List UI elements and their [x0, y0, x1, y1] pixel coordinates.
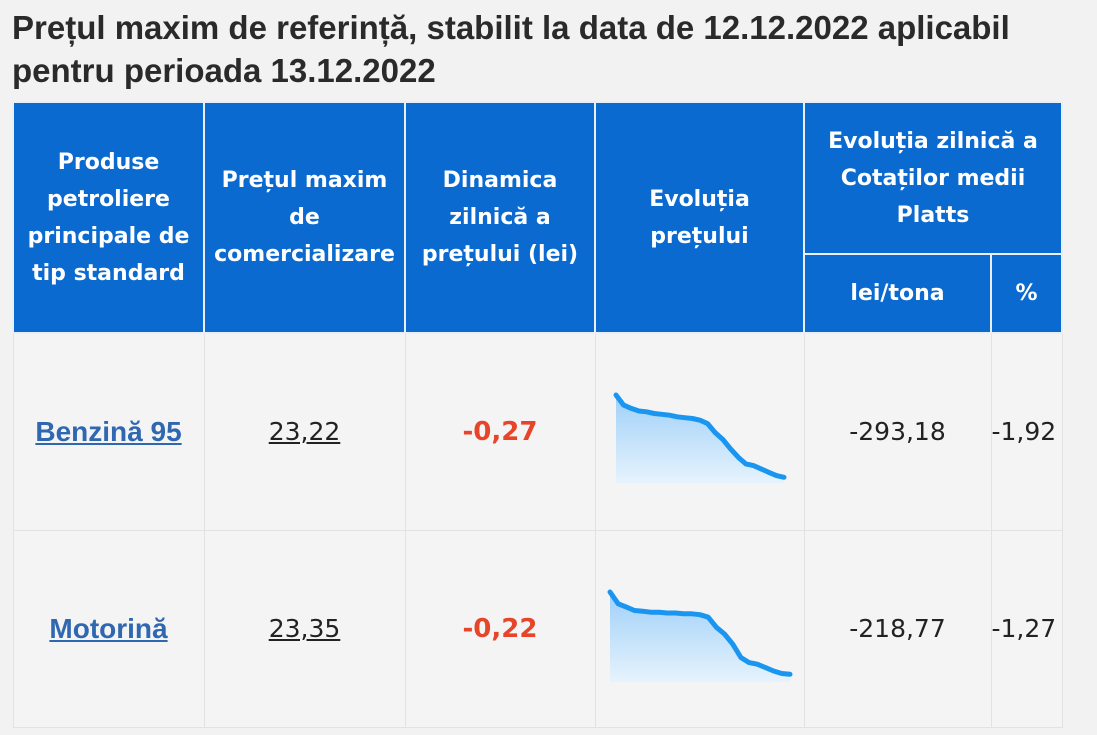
- max-price-cell: 23,35: [203, 529, 406, 728]
- header-platts: Evoluția zilnică a Cotaților medii Platt…: [803, 101, 1063, 255]
- dynamics-value: -0,27: [462, 416, 538, 447]
- product-cell: Motorină: [12, 529, 205, 728]
- platts-lei-cell: -218,77: [803, 529, 992, 728]
- price-sparkline: [607, 589, 792, 682]
- max-price-value[interactable]: 23,22: [268, 417, 341, 447]
- platts-lei-value: -218,77: [849, 614, 946, 643]
- platts-pct-value: -1,92: [991, 417, 1057, 447]
- page-title: Prețul maxim de referință, stabilit la d…: [12, 9, 1010, 89]
- header-lei-tona: lei/tona: [803, 253, 992, 334]
- header-percent: %: [990, 253, 1063, 334]
- header-evolution: Evoluția prețului: [594, 101, 805, 334]
- header-max-price: Prețul maxim de comercializare: [203, 101, 406, 334]
- platts-pct-value: -1,27: [991, 614, 1057, 643]
- product-link-benzina-95[interactable]: Benzină 95: [35, 415, 182, 447]
- dynamics-cell: -0,22: [404, 529, 596, 728]
- header-dynamics: Dinamica zilnică a prețului (lei): [404, 101, 596, 334]
- dynamics-cell: -0,27: [404, 332, 596, 531]
- platts-pct-cell: -1,92: [990, 332, 1063, 531]
- evolution-cell: [594, 332, 805, 531]
- price-table: Produse petroliere principale de tip sta…: [12, 101, 1063, 728]
- table-row: Benzină 95 23,22 -0,27 -293,18 -1,92: [12, 332, 1063, 531]
- platts-pct-cell: -1,27: [990, 529, 1063, 728]
- table-row: Motorină 23,35 -0,22 -218,77 -1,27: [12, 529, 1063, 728]
- evolution-cell: [594, 529, 805, 728]
- dynamics-value: -0,22: [462, 613, 538, 644]
- product-cell: Benzină 95: [12, 332, 205, 531]
- platts-lei-value: -293,18: [849, 417, 946, 447]
- sparkline-line: [613, 392, 786, 480]
- platts-lei-cell: -293,18: [803, 332, 992, 531]
- header-product: Produse petroliere principale de tip sta…: [12, 101, 205, 334]
- max-price-cell: 23,22: [203, 332, 406, 531]
- max-price-value[interactable]: 23,35: [268, 614, 341, 643]
- sparkline-line: [607, 589, 792, 677]
- price-sparkline: [613, 392, 786, 483]
- product-link-motorina[interactable]: Motorină: [49, 612, 168, 644]
